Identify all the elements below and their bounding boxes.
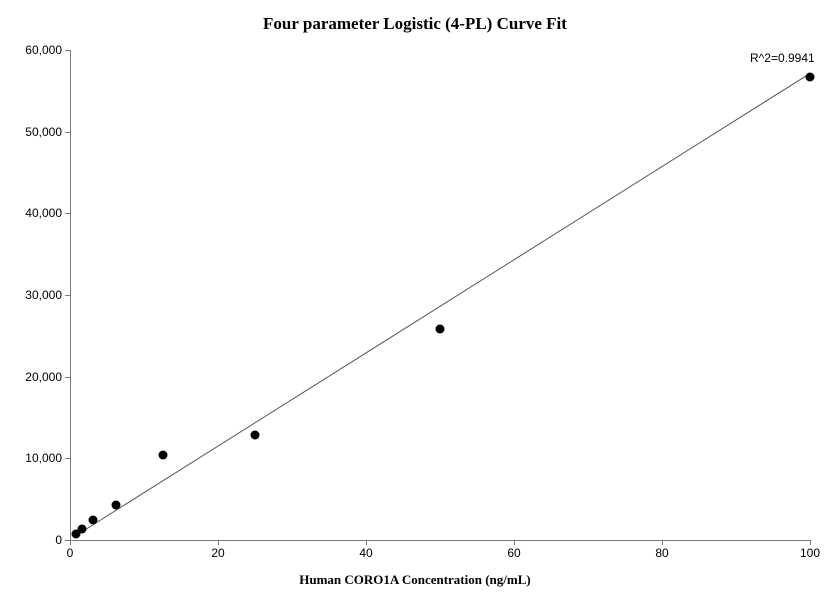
y-tick-mark xyxy=(65,458,70,459)
y-tick-label: 50,000 xyxy=(2,125,62,139)
x-tick-mark xyxy=(514,540,515,545)
x-axis-line xyxy=(70,540,810,541)
data-point xyxy=(806,72,815,81)
y-tick-mark xyxy=(65,50,70,51)
x-axis-label: Human CORO1A Concentration (ng/mL) xyxy=(0,572,830,588)
y-tick-label: 30,000 xyxy=(2,288,62,302)
data-point xyxy=(89,515,98,524)
x-tick-label: 20 xyxy=(211,546,224,560)
y-tick-mark xyxy=(65,213,70,214)
y-tick-mark xyxy=(65,132,70,133)
data-point xyxy=(112,500,121,509)
x-tick-mark xyxy=(70,540,71,545)
x-tick-mark xyxy=(810,540,811,545)
x-tick-label: 0 xyxy=(67,546,74,560)
chart-container: Four parameter Logistic (4-PL) Curve Fit… xyxy=(0,0,830,616)
y-axis-line xyxy=(70,50,71,540)
fit-line xyxy=(75,73,810,536)
chart-title: Four parameter Logistic (4-PL) Curve Fit xyxy=(0,14,830,34)
y-tick-label: 0 xyxy=(2,533,62,547)
data-point xyxy=(158,451,167,460)
y-tick-label: 10,000 xyxy=(2,451,62,465)
y-tick-label: 60,000 xyxy=(2,43,62,57)
x-tick-mark xyxy=(366,540,367,545)
x-tick-mark xyxy=(662,540,663,545)
y-tick-label: 40,000 xyxy=(2,206,62,220)
data-point xyxy=(436,325,445,334)
y-tick-label: 20,000 xyxy=(2,370,62,384)
data-point xyxy=(251,430,260,439)
x-tick-label: 80 xyxy=(655,546,668,560)
y-tick-mark xyxy=(65,377,70,378)
data-point xyxy=(77,525,86,534)
r-squared-annotation: R^2=0.9941 xyxy=(750,51,815,65)
x-tick-mark xyxy=(218,540,219,545)
y-tick-mark xyxy=(65,295,70,296)
x-tick-label: 40 xyxy=(359,546,372,560)
x-tick-label: 60 xyxy=(507,546,520,560)
x-tick-label: 100 xyxy=(800,546,820,560)
